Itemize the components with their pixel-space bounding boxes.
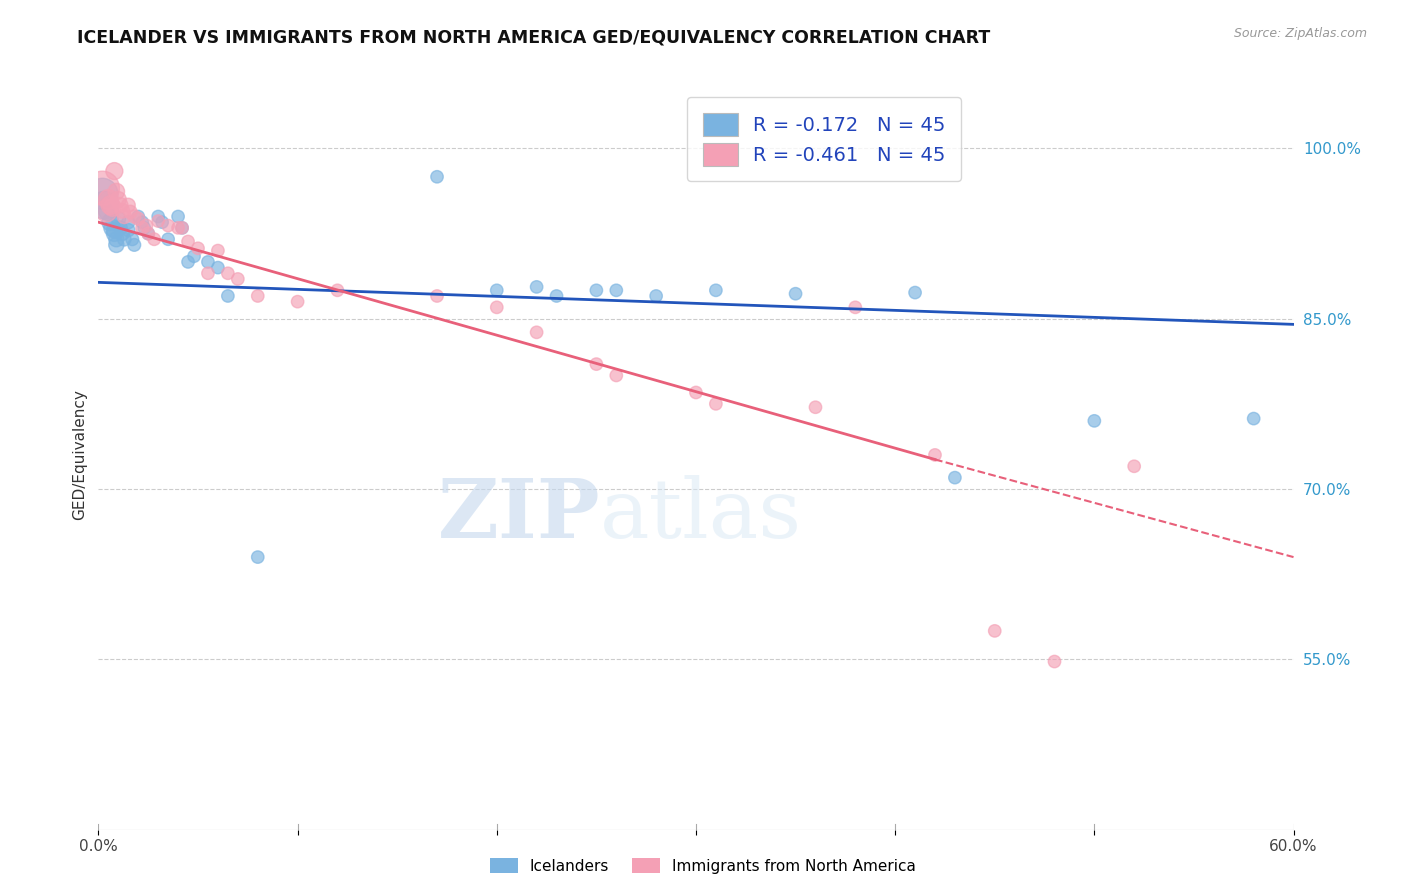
Point (246, 550, 269, 565)
Point (148, 210, 170, 224)
Point (585, 357, 607, 371)
Point (120, 205, 142, 219)
Point (103, 223, 125, 237)
Text: ICELANDER VS IMMIGRANTS FROM NORTH AMERICA GED/EQUIVALENCY CORRELATION CHART: ICELANDER VS IMMIGRANTS FROM NORTH AMERI… (77, 29, 991, 46)
Point (111, 227, 134, 241)
Point (136, 227, 159, 241)
Point (177, 235, 200, 249)
Point (103, 164, 125, 178)
Point (117, 215, 139, 229)
Point (183, 249, 205, 263)
Point (585, 283, 607, 297)
Point (117, 198, 139, 212)
Point (96, 203, 118, 218)
Point (107, 211, 129, 226)
Point (97, 193, 120, 207)
Point (112, 232, 135, 246)
Point (546, 289, 568, 303)
Text: Source: ZipAtlas.com: Source: ZipAtlas.com (1233, 27, 1367, 40)
Point (105, 232, 128, 246)
Point (197, 266, 219, 280)
Point (1043, 655, 1066, 669)
Point (1243, 411, 1265, 425)
Point (91, 181, 114, 195)
Point (143, 232, 166, 246)
Point (226, 272, 249, 286)
Point (105, 185, 128, 199)
Point (127, 210, 149, 224)
Point (207, 260, 229, 275)
Point (605, 283, 627, 297)
Point (110, 198, 132, 212)
Point (804, 401, 827, 415)
Point (246, 289, 269, 303)
Point (197, 255, 219, 269)
Point (157, 232, 180, 246)
Point (131, 220, 153, 235)
Point (485, 283, 508, 297)
Text: ZIP: ZIP (437, 475, 600, 555)
Point (326, 283, 349, 297)
Point (704, 283, 727, 297)
Point (148, 214, 170, 228)
Point (107, 193, 129, 207)
Point (1123, 459, 1146, 474)
Point (177, 255, 200, 269)
Point (135, 219, 157, 233)
Point (526, 326, 548, 340)
Point (93, 198, 115, 212)
Point (101, 201, 124, 215)
Point (150, 215, 173, 229)
Point (605, 368, 627, 383)
Point (117, 223, 139, 237)
Point (112, 210, 135, 224)
Point (91, 186, 114, 201)
Point (785, 286, 807, 301)
Point (924, 448, 946, 462)
Point (844, 301, 866, 315)
Point (134, 220, 156, 235)
Point (685, 385, 707, 400)
Point (217, 289, 239, 303)
Point (131, 215, 153, 229)
Y-axis label: GED/Equivalency: GED/Equivalency (72, 390, 87, 520)
Point (157, 219, 180, 233)
Point (136, 227, 159, 241)
Point (127, 211, 149, 226)
Legend: Icelanders, Immigrants from North America: Icelanders, Immigrants from North Americ… (484, 852, 922, 880)
Point (110, 220, 132, 235)
Point (97, 203, 120, 218)
Point (98, 215, 122, 229)
Point (526, 280, 548, 294)
Point (217, 266, 239, 280)
Text: atlas: atlas (600, 475, 803, 555)
Point (704, 397, 727, 411)
Point (1083, 414, 1105, 428)
Point (426, 289, 449, 303)
Point (167, 220, 190, 235)
Point (645, 289, 668, 303)
Point (187, 241, 209, 255)
Point (124, 238, 146, 252)
Point (287, 294, 309, 309)
Point (101, 220, 124, 235)
Legend: R = -0.172   N = 45, R = -0.461   N = 45: R = -0.172 N = 45, R = -0.461 N = 45 (688, 97, 962, 181)
Point (111, 203, 134, 218)
Point (485, 301, 508, 315)
Point (105, 238, 128, 252)
Point (172, 220, 194, 235)
Point (167, 210, 190, 224)
Point (904, 285, 927, 300)
Point (172, 220, 194, 235)
Point (984, 624, 1007, 638)
Point (943, 470, 966, 484)
Point (426, 169, 449, 184)
Point (121, 232, 143, 246)
Point (207, 244, 229, 258)
Point (98, 198, 122, 212)
Point (124, 210, 146, 224)
Point (103, 227, 125, 241)
